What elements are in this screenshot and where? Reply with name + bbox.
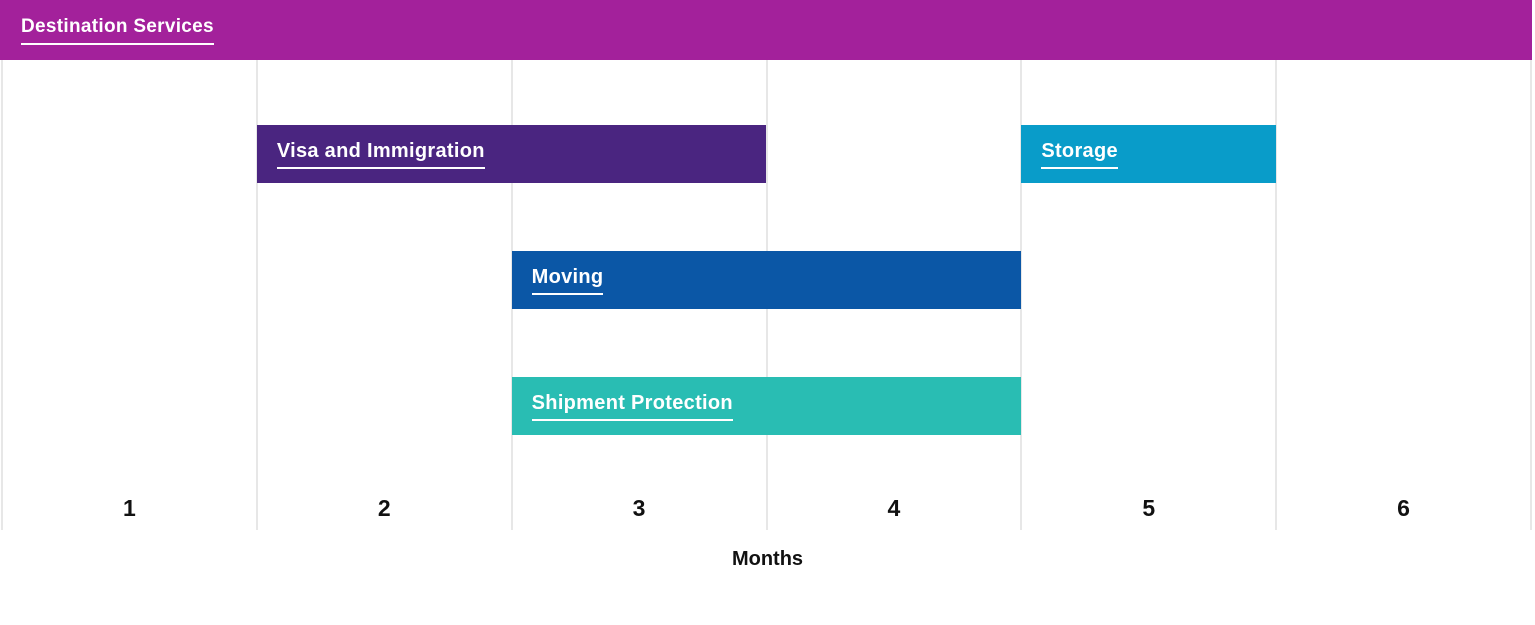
x-axis-tick-1: 1 <box>123 495 136 521</box>
task-label: Visa and Immigration <box>276 140 485 169</box>
task-bar-visa-and-immigration[interactable]: Visa and Immigration <box>256 125 767 183</box>
task-label: Shipment Protection <box>531 392 733 421</box>
gridline <box>1275 60 1278 530</box>
task-label: Storage <box>1041 140 1118 169</box>
x-axis-tick-4: 4 <box>887 495 901 521</box>
x-axis-tick-5: 5 <box>1142 495 1156 521</box>
gridline <box>255 60 258 530</box>
x-axis-tick-6: 6 <box>1397 495 1410 521</box>
task-bar-shipment-protection[interactable]: Shipment Protection <box>511 377 1022 435</box>
gridline <box>1530 60 1532 530</box>
task-bar-storage[interactable]: Storage <box>1021 125 1277 183</box>
chart-header-bar: Destination Services <box>0 0 1532 60</box>
gridline <box>1 60 3 530</box>
plot-area: Visa and Immigration Storage Moving Ship… <box>0 60 1535 530</box>
x-axis-tick-3: 3 <box>632 495 646 521</box>
task-bar-moving[interactable]: Moving <box>511 251 1022 309</box>
task-label: Moving <box>531 266 604 295</box>
x-axis-title: Months <box>731 548 804 570</box>
x-axis-tick-row: 1 2 3 4 5 6 <box>2 495 1531 522</box>
destination-services-title-link[interactable]: Destination Services <box>21 16 214 45</box>
gridline <box>1020 60 1023 530</box>
x-axis-tick-2: 2 <box>377 495 391 521</box>
